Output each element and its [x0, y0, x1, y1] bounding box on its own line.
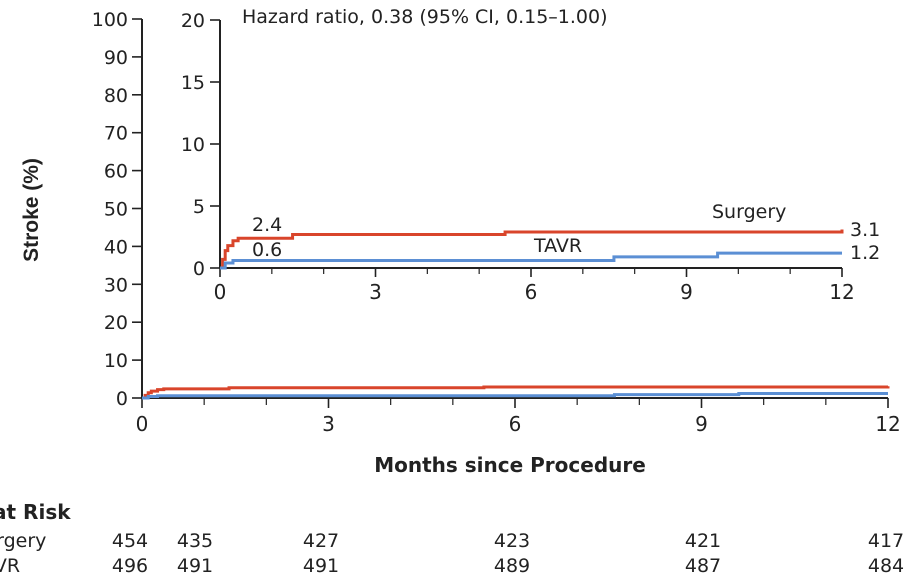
main-y-tick-label: 40: [104, 236, 128, 258]
main-x-tick-label: 0: [136, 412, 149, 436]
inset-x-tick-label: 6: [525, 280, 538, 304]
inset-x-tick-label: 3: [369, 280, 382, 304]
tavr-series-label: TAVR: [533, 235, 582, 257]
hazard-ratio-annotation: Hazard ratio, 0.38 (95% CI, 0.15–1.00): [242, 6, 608, 28]
risk-row-label: Surgery: [0, 530, 46, 552]
risk-cell: 454: [112, 530, 148, 552]
y-axis-title: Stroke (%): [20, 158, 43, 262]
risk-row-label: TAVR: [0, 555, 20, 577]
main-y-tick-label: 80: [104, 85, 128, 107]
risk-cell: 427: [303, 530, 339, 552]
tavr-end-label: 1.2: [850, 242, 880, 264]
inset-x-tick-label: 9: [680, 280, 693, 304]
inset-x-tick-label: 0: [214, 280, 227, 304]
surgery-series-label: Surgery: [712, 201, 786, 223]
tavr-start-label: 0.6: [252, 239, 282, 261]
main-y-tick-label: 70: [104, 123, 128, 145]
main-y-tick-label: 20: [104, 312, 128, 334]
risk-cell: 487: [685, 555, 721, 577]
risk-cell: 491: [177, 555, 213, 577]
risk-cell: 421: [685, 530, 721, 552]
surgery-end-label: 3.1: [850, 219, 880, 241]
main-y-tick-label: 0: [116, 388, 128, 410]
risk-cell: 491: [303, 555, 339, 577]
main-y-tick-label: 30: [104, 274, 128, 296]
main-y-tick-label: 60: [104, 161, 128, 183]
surgery-start-label: 2.4: [252, 214, 282, 236]
main-y-tick-label: 100: [92, 9, 128, 31]
main-y-tick-label: 50: [104, 199, 128, 221]
tavr-inset-line: [220, 251, 842, 270]
inset-y-tick-label: 0: [193, 258, 205, 280]
inset-y-tick-label: 10: [181, 134, 205, 156]
inset-y-tick-label: 20: [181, 10, 205, 32]
risk-cell: 484: [868, 555, 904, 577]
x-axis-title: Months since Procedure: [374, 453, 646, 477]
inset-y-tick-label: 5: [193, 196, 205, 218]
main-y-tick-label: 90: [104, 47, 128, 69]
main-x-tick-label: 9: [695, 412, 708, 436]
main-x-tick-label: 12: [875, 412, 900, 436]
tavr-main-line: [142, 391, 888, 400]
risk-table: Surgery 454 435 427 423 421 417 TAVR 496 491 491 48…: [0, 530, 904, 577]
risk-cell: 435: [177, 530, 213, 552]
risk-table-title: No. at Risk: [0, 500, 71, 524]
inset-curves: [220, 229, 844, 270]
surgery-inset-line: [220, 229, 844, 270]
main-x-tick-label: 6: [509, 412, 522, 436]
main-x-tick-label: 3: [322, 412, 335, 436]
risk-cell: 489: [494, 555, 530, 577]
inset-y-tick-label: 15: [181, 72, 205, 94]
inset-plot-area: 0 5 10 15 20 0 3 6 9 12: [181, 10, 855, 304]
risk-cell: 496: [112, 555, 148, 577]
main-curves: [142, 385, 890, 400]
risk-cell: 417: [868, 530, 904, 552]
risk-cell: 423: [494, 530, 530, 552]
main-y-tick-label: 10: [104, 350, 128, 372]
inset-x-tick-label: 12: [829, 280, 854, 304]
